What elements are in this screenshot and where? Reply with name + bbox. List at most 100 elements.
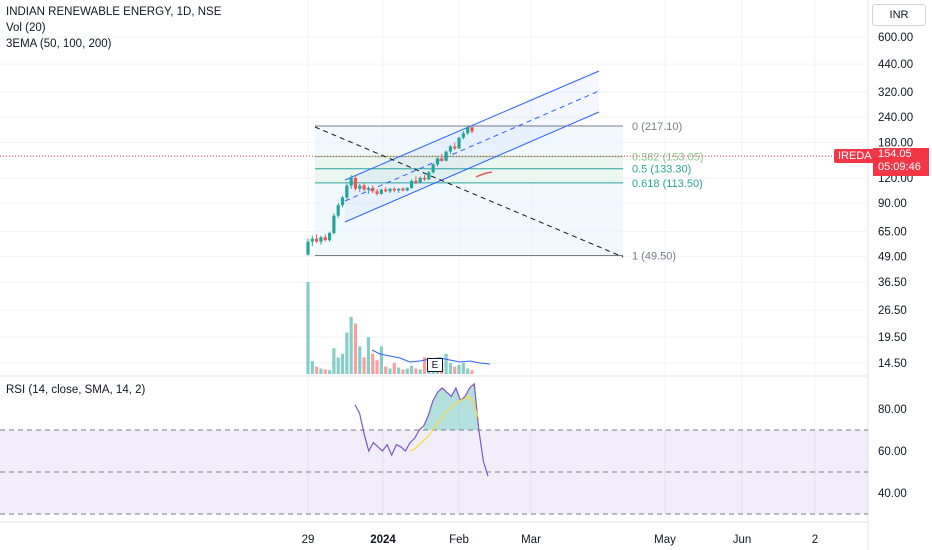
candle-body bbox=[371, 187, 375, 192]
volume-bar bbox=[375, 360, 379, 374]
candle-body bbox=[444, 151, 448, 161]
volume-bar bbox=[418, 369, 422, 374]
price-axis-label: 320.00 bbox=[878, 87, 913, 99]
time-axis-label: 2 bbox=[812, 534, 818, 546]
candle-body bbox=[332, 215, 336, 233]
volume-indicator-label[interactable]: Vol (20) bbox=[6, 22, 46, 34]
fib-level-label: 0.618 (113.50) bbox=[632, 178, 703, 190]
volume-bar bbox=[358, 346, 362, 374]
volume-bar bbox=[414, 368, 418, 374]
volume-bar bbox=[444, 353, 448, 374]
fib-level-label: 0.5 (133.30) bbox=[632, 164, 691, 176]
candle-body bbox=[323, 237, 327, 241]
candle-body bbox=[431, 164, 435, 173]
price-axis-label: 36.50 bbox=[878, 277, 907, 289]
candle-body bbox=[362, 185, 366, 190]
candle-body bbox=[310, 238, 314, 242]
rsi-axis-label: 60.00 bbox=[878, 446, 907, 458]
candle-body bbox=[340, 197, 345, 206]
candle-body bbox=[414, 180, 418, 183]
ema-indicator-label[interactable]: 3EMA (50, 100, 200) bbox=[6, 38, 112, 50]
time-axis-label: Feb bbox=[449, 534, 469, 546]
candle-body bbox=[435, 158, 440, 165]
price-axis-label: 240.00 bbox=[878, 112, 913, 124]
last-price-badge: 154.05 05:09:46 bbox=[873, 148, 929, 176]
candle-body bbox=[319, 237, 323, 242]
earnings-marker[interactable]: E bbox=[427, 358, 443, 372]
fib-level-label: 0.382 (153.05) bbox=[632, 152, 704, 164]
price-axis-label: 90.00 bbox=[878, 198, 907, 210]
fib-level-label: 1 (49.50) bbox=[632, 250, 676, 262]
candle-body bbox=[384, 189, 388, 192]
volume-bar bbox=[384, 366, 388, 374]
price-axis-label: 49.00 bbox=[878, 251, 907, 263]
candle-body bbox=[409, 180, 414, 188]
candle-body bbox=[353, 177, 358, 189]
volume-bar bbox=[405, 368, 409, 374]
candle-body bbox=[388, 188, 392, 192]
candle-body bbox=[397, 188, 401, 191]
volume-bar bbox=[362, 357, 366, 374]
rsi-indicator-label[interactable]: RSI (14, close, SMA, 14, 2) bbox=[6, 384, 146, 396]
candle-body bbox=[375, 191, 379, 194]
time-axis-label: Mar bbox=[521, 534, 541, 546]
price-axis-label: 600.00 bbox=[878, 32, 913, 44]
volume-bar bbox=[353, 323, 358, 374]
volume-bar bbox=[340, 353, 345, 374]
volume-bar bbox=[379, 346, 383, 374]
candle-body bbox=[457, 137, 461, 149]
volume-bar bbox=[461, 362, 465, 374]
candle-body bbox=[349, 177, 353, 186]
time-axis-label: May bbox=[654, 534, 676, 546]
channel-median-line bbox=[344, 90, 600, 202]
candle-body bbox=[392, 188, 396, 191]
candle-body bbox=[358, 185, 362, 189]
candle-body bbox=[448, 146, 453, 152]
price-axis-label: 19.50 bbox=[878, 332, 907, 344]
volume-bar bbox=[470, 370, 474, 374]
price-axis-label: 26.50 bbox=[878, 305, 907, 317]
candle-body bbox=[418, 177, 422, 183]
candle-body bbox=[327, 232, 332, 241]
symbol-title[interactable]: INDIAN RENEWABLE ENERGY, 1D, NSE bbox=[6, 6, 222, 18]
fib-golden-zone bbox=[315, 156, 623, 183]
volume-bar bbox=[323, 369, 327, 374]
candle-body bbox=[440, 158, 444, 161]
volume-bar bbox=[392, 362, 396, 374]
volume-bar bbox=[457, 364, 461, 374]
candle-body bbox=[461, 133, 465, 138]
time-axis-label: Jun bbox=[733, 534, 752, 546]
symbol-price-tag: IREDA bbox=[834, 149, 876, 163]
volume-bar bbox=[388, 368, 392, 374]
volume-bar bbox=[315, 366, 319, 374]
candle-body bbox=[453, 146, 457, 149]
currency-selector[interactable]: INR bbox=[872, 4, 926, 26]
rsi-axis-label: 80.00 bbox=[878, 404, 907, 416]
candle-body bbox=[427, 172, 431, 180]
volume-bar bbox=[448, 362, 453, 374]
candle-body bbox=[336, 205, 340, 216]
candle-body bbox=[306, 241, 310, 255]
volume-bar bbox=[453, 366, 457, 374]
volume-bar bbox=[327, 370, 332, 374]
rsi-axis-label: 40.00 bbox=[878, 488, 907, 500]
candle-body bbox=[315, 238, 319, 242]
price-axis-label: 180.00 bbox=[878, 137, 913, 149]
volume-bar bbox=[371, 353, 375, 374]
rsi-ma-line bbox=[409, 395, 480, 452]
volume-bar bbox=[401, 369, 405, 374]
volume-bar bbox=[345, 332, 349, 374]
candle-body bbox=[379, 189, 383, 194]
last-price-value: 154.05 bbox=[878, 148, 912, 160]
channel-lower-line bbox=[344, 111, 600, 223]
volume-bar bbox=[466, 368, 470, 374]
volume-bar bbox=[349, 316, 353, 374]
ema-line bbox=[475, 171, 493, 178]
volume-bar bbox=[397, 367, 401, 374]
volume-bar bbox=[332, 348, 336, 374]
candle-body bbox=[405, 187, 409, 191]
volume-bar bbox=[409, 365, 414, 374]
volume-bar bbox=[306, 282, 310, 374]
